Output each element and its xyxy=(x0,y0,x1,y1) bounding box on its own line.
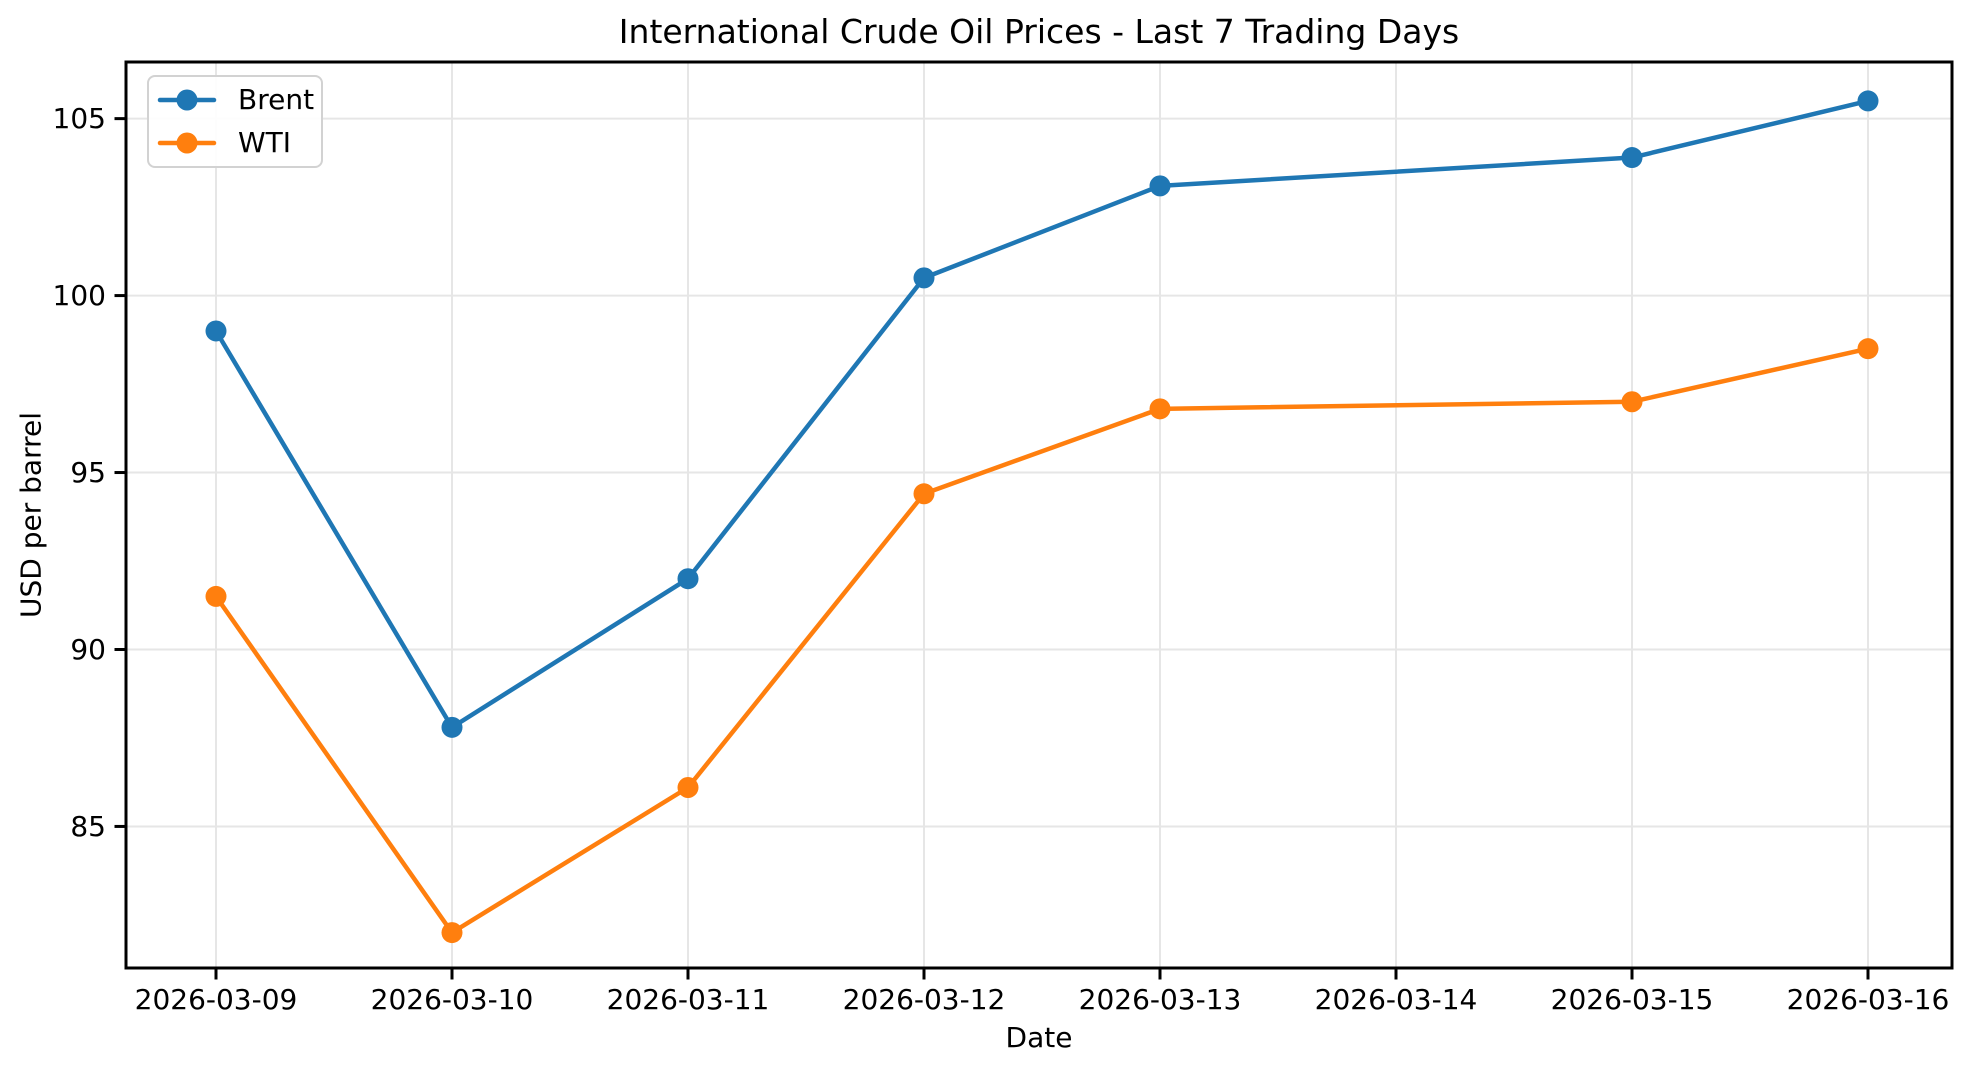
y-axis-label: USD per barrel xyxy=(14,412,48,618)
x-tick-label: 2026-03-15 xyxy=(1551,983,1714,1016)
x-tick-label: 2026-03-09 xyxy=(135,983,298,1016)
legend: Brent WTI xyxy=(147,75,323,168)
wti-line-swatch xyxy=(157,132,217,154)
x-tick-label: 2026-03-11 xyxy=(607,983,770,1016)
x-tick-label: 2026-03-12 xyxy=(843,983,1006,1016)
marker-brent-2 xyxy=(677,568,699,590)
marker-wti-1 xyxy=(441,922,463,944)
marker-brent-4 xyxy=(1149,175,1171,197)
series-line-brent xyxy=(213,98,1871,730)
marker-wti-4 xyxy=(1149,398,1171,420)
chart-title: International Crude Oil Prices - Last 7 … xyxy=(618,12,1460,51)
legend-item-wti: WTI xyxy=(157,122,321,164)
marker-brent-3 xyxy=(913,267,935,289)
marker-wti-0 xyxy=(205,585,227,607)
legend-item-brent: Brent xyxy=(157,79,321,121)
marker-brent-0 xyxy=(205,320,227,342)
x-tick-label: 2026-03-10 xyxy=(371,983,534,1016)
marker-wti-3 xyxy=(913,483,935,505)
x-tick-label: 2026-03-14 xyxy=(1315,983,1478,1016)
plot-border xyxy=(124,60,1954,970)
marker-wti-2 xyxy=(677,777,699,799)
x-axis-label: Date xyxy=(1005,1021,1073,1054)
marker-brent-5 xyxy=(1621,147,1643,169)
y-tick-label: 95 xyxy=(70,456,106,489)
marker-wti-6 xyxy=(1857,338,1879,360)
marker-brent-6 xyxy=(1857,90,1879,112)
legend-label-brent: Brent xyxy=(238,83,315,117)
x-tick-label: 2026-03-16 xyxy=(1787,983,1950,1016)
x-tick-label: 2026-03-13 xyxy=(1079,983,1242,1016)
y-tick-label: 85 xyxy=(70,810,106,843)
marker-wti-5 xyxy=(1621,391,1643,413)
y-tick-label: 105 xyxy=(53,102,106,135)
series-line-wti xyxy=(213,346,1871,935)
legend-label-wti: WTI xyxy=(238,125,292,159)
brent-line-swatch xyxy=(157,89,217,111)
marker-brent-1 xyxy=(441,716,463,738)
y-tick-label: 90 xyxy=(70,633,106,666)
y-tick-label: 100 xyxy=(53,279,106,312)
